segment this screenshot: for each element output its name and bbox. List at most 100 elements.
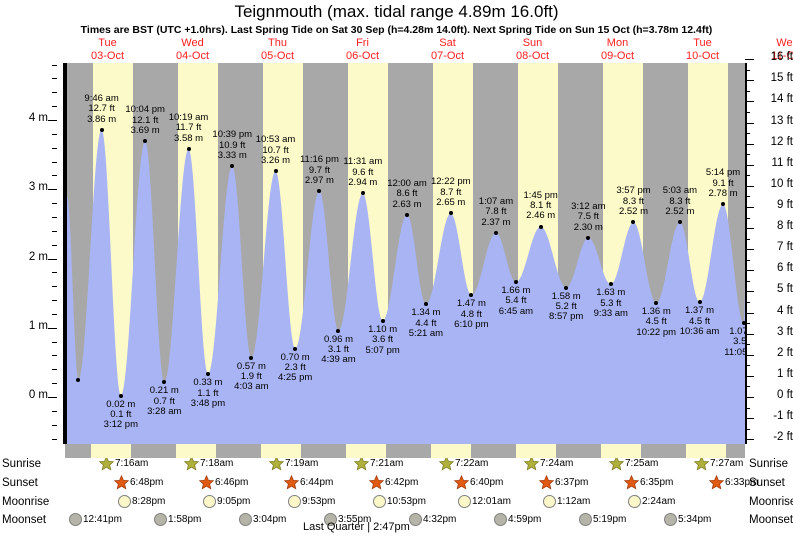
sunrise-cell: 7:19am	[268, 455, 318, 471]
right-axis-label-11ft: 11 ft	[771, 156, 793, 169]
right-axis-major-tick	[745, 228, 754, 230]
tide-high-label: 10:53 am 10.7 ft 3.26 m	[245, 134, 307, 166]
tide-label-m: 0.57 m	[236, 360, 266, 372]
tide-label-ft: 5.3 ft	[600, 297, 622, 309]
tide-label-ft: 3.1 ft	[327, 343, 350, 355]
moonrise-cell-time: 8:28pm	[132, 496, 166, 507]
tide-label-time: 10:36 am	[679, 325, 720, 337]
tide-low-label: 1.36 m 4.5 ft 10:22 pm	[625, 306, 687, 338]
row-label-left-sunset: Sunset	[2, 477, 38, 489]
tide-label-m: 1.63 m	[596, 287, 626, 299]
tide-high-label: 10:39 pm 10.9 ft 3.33 m	[201, 129, 263, 161]
sunset-cell: 6:42pm	[368, 474, 419, 490]
tide-low-dot	[205, 372, 210, 377]
moonrise-cell: 9:53pm	[288, 495, 335, 508]
tide-high-dot	[493, 230, 498, 235]
sunrise-icon	[183, 455, 200, 471]
sunrise-cell: 7:27am	[693, 455, 744, 471]
sunrise-icon	[353, 455, 370, 471]
day-header-dow: Thu	[268, 37, 287, 49]
day-header-dow: Sun	[522, 37, 543, 49]
tide-high-label: 12:00 am 8.6 ft 2.63 m	[376, 178, 438, 210]
right-axis-major-tick	[745, 375, 754, 377]
sunset-cell-time: 6:42pm	[385, 477, 419, 488]
sunset-cell-time: 6:48pm	[130, 477, 164, 488]
strip-band	[575, 444, 601, 458]
tide-high-dot	[538, 224, 543, 229]
tide-low-label: 0.21 m 0.7 ft 3:28 am	[133, 386, 195, 418]
day-header-date: 04-Oct	[175, 50, 209, 62]
day-header-11-oct: Wed11-Oct	[703, 37, 793, 63]
sunset-cell: 6:46pm	[198, 474, 248, 490]
tide-label-m: 2.97 m	[304, 175, 334, 187]
left-axis-minor-tick	[52, 147, 57, 149]
tide-label-time: 3:28 am	[147, 406, 182, 418]
tide-label-ft: 0.7 ft	[153, 395, 175, 407]
left-axis-meters: 4 m 3 m 2 m 1 m 0 m	[0, 0, 65, 539]
left-axis-major-tick	[48, 120, 57, 121]
right-axis-label-6ft: 6 ft	[777, 262, 793, 275]
strip-band	[726, 444, 745, 458]
left-axis-label-0m: 0 m	[28, 389, 48, 401]
right-axis-minor-tick	[745, 386, 750, 388]
right-axis-minor-tick	[745, 69, 750, 71]
row-label-right-moonset: Moonset	[749, 514, 793, 526]
tide-label-time: 10:22 pm	[636, 326, 677, 338]
tide-label-m: 0.70 m	[280, 351, 310, 363]
right-axis-minor-tick	[745, 238, 750, 240]
sunset-cell: 6:33pm	[708, 474, 758, 490]
left-axis-minor-tick	[52, 216, 57, 218]
tide-label-ft: 4.4 ft	[415, 317, 437, 329]
tide-low-dot	[469, 293, 474, 298]
sunset-icon	[453, 474, 470, 490]
left-axis-label-4m: 4 m	[28, 112, 48, 124]
sunrise-cell-time: 7:25am	[625, 458, 659, 469]
right-axis-feet: 16 ft 15 ft 14 ft 13 ft 12 ft 11 ft 10 ft 9 ft 8…	[745, 0, 793, 539]
sunset-cell: 6:37pm	[538, 474, 588, 490]
strip-band	[65, 444, 91, 458]
tide-label-m: 2.30 m	[573, 221, 603, 233]
tide-label-ft: 12.7 ft	[88, 103, 115, 115]
moonset-icon	[154, 513, 167, 526]
moonrise-cell: 1:12am	[543, 495, 590, 508]
right-axis-minor-tick	[745, 259, 750, 261]
right-axis-minor-tick	[745, 175, 750, 177]
tide-label-ft: 9.7 ft	[308, 164, 330, 176]
right-axis-label-10ft: 10 ft	[770, 177, 793, 190]
tide-label-ft: 1.9 ft	[240, 370, 262, 382]
tide-low-dot	[513, 280, 518, 285]
sunrise-cell-time: 7:27am	[710, 458, 744, 469]
tide-high-dot	[317, 189, 322, 194]
tide-label-m: 1.58 m	[551, 290, 581, 302]
sunrise-cell-time: 7:16am	[115, 458, 149, 469]
tide-high-dot	[186, 147, 191, 152]
tide-label-ft: 5.4 ft	[505, 295, 527, 307]
tide-low-dot	[293, 346, 298, 351]
left-axis-minor-tick	[52, 410, 57, 412]
tide-label-ft: 0.1 ft	[110, 409, 132, 421]
tide-label-m: 3.58 m	[174, 132, 204, 144]
tide-label-m: 1.10 m	[368, 323, 398, 335]
day-header-dow: Wed	[181, 37, 204, 49]
right-axis-major-tick	[745, 207, 754, 209]
tide-label-ft: 2.3 ft	[284, 361, 306, 373]
moonrise-cell: 8:28pm	[118, 495, 165, 508]
left-axis-minor-tick	[52, 313, 57, 315]
tide-label-ft: 4.5 ft	[688, 315, 711, 327]
tide-label-ft: 8.1 ft	[530, 200, 552, 212]
moonrise-cell-time: 12:01am	[472, 496, 511, 507]
tide-label-time: 4:03 am	[234, 381, 269, 393]
tide-label-m: 2.78 m	[708, 188, 738, 200]
tide-label-m: 1.07 m	[729, 325, 747, 337]
strip-band	[405, 444, 431, 458]
right-axis-label-1ft: 1 ft	[777, 367, 793, 380]
tide-low-dot	[162, 380, 167, 385]
sunset-icon	[283, 474, 300, 490]
tide-low-label: 0.02 m 0.1 ft 3:12 pm	[90, 399, 152, 431]
tide-high-dot	[677, 220, 682, 225]
right-axis-minor-tick	[745, 280, 750, 282]
tide-label-m: 2.46 m	[526, 210, 556, 222]
moon-phase-label: Last Quarter | 2:47pm	[303, 521, 410, 533]
tide-label-time: 3:57 pm	[616, 185, 651, 197]
